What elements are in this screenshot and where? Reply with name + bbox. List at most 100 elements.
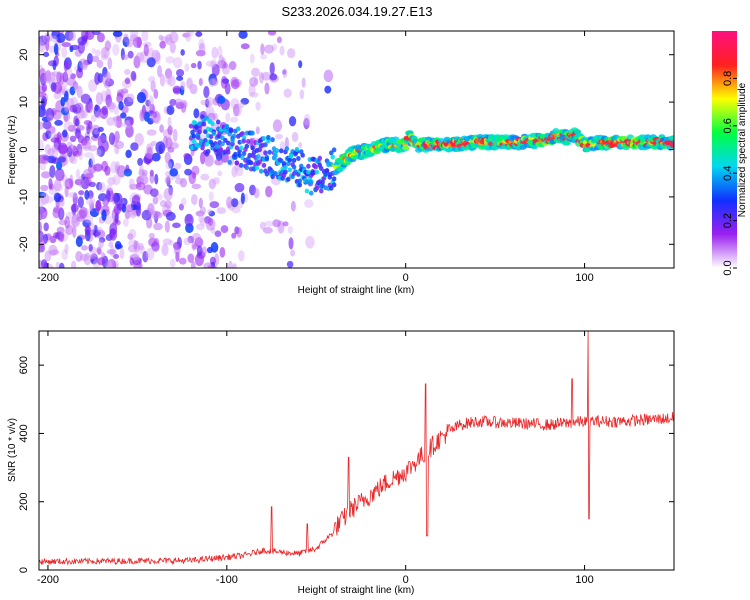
spectrogram-cell [133, 240, 140, 253]
spectrogram-cell [107, 258, 117, 268]
spectrogram-cell [330, 154, 335, 160]
spectrogram-cell [324, 168, 330, 174]
spectrogram-cell [95, 92, 104, 105]
spectrogram-cell [108, 102, 115, 113]
spectrogram-cell [83, 119, 92, 126]
spectrogram-cell [133, 240, 138, 250]
spectrogram-cell [56, 32, 66, 44]
spectrogram-cell [71, 260, 77, 268]
spectrogram-cell [64, 106, 70, 114]
spectrogram-cell [206, 96, 214, 107]
spectrogram-cell [48, 178, 53, 190]
spectrogram-cell [270, 137, 275, 143]
spectrogram-cell [153, 237, 160, 247]
spectrogram-cell [52, 59, 57, 71]
spectrogram-cell [236, 227, 243, 238]
spectrogram-cell [267, 149, 272, 155]
spectrogram-cell [217, 45, 223, 59]
spectrogram-cell [52, 82, 63, 94]
spectrogram-cell [104, 40, 112, 51]
spectrogram-cell [284, 137, 289, 150]
spectrogram-cell [73, 115, 79, 127]
spectrogram-cell [57, 156, 67, 163]
spectrogram-cell [112, 43, 120, 56]
spectrogram-cell [82, 145, 92, 152]
spectrogram-cell [39, 91, 47, 98]
spectrogram-cell [199, 217, 206, 227]
spectrogram-cell [133, 55, 141, 69]
spectrogram-cell [108, 241, 114, 248]
spectrogram-cell [63, 121, 74, 131]
spectrogram-cell [279, 45, 285, 56]
spectrogram-cell [43, 51, 50, 58]
spectrogram-cell [123, 120, 132, 129]
spectrogram-cell [291, 131, 299, 143]
spectrogram-cell [282, 221, 289, 227]
spectrogram-cell [238, 31, 248, 39]
spectrogram-cell [220, 141, 225, 147]
spectrogram-cell [190, 129, 195, 135]
spectrogram-cell [108, 132, 116, 145]
spectrogram-cell [236, 126, 241, 132]
spectrogram-cell [56, 226, 65, 234]
spectrogram-cell [176, 69, 185, 77]
spectrogram-cell [84, 215, 94, 224]
spectrogram-cell [287, 157, 293, 163]
spectrogram-cell [148, 232, 155, 239]
spectrogram-cell [225, 140, 231, 146]
spectrogram-cell [51, 156, 59, 164]
spectrogram-cell [154, 173, 159, 185]
spectrogram-cell [219, 247, 226, 258]
spectrogram-cell [174, 177, 184, 185]
spectrogram-cell [80, 109, 88, 119]
spectrogram-cell [39, 238, 46, 249]
spectrogram-cell [124, 77, 131, 85]
spectrogram-cell [88, 243, 93, 252]
spectrogram-cell [39, 206, 46, 220]
spectrogram-cell [168, 185, 173, 196]
spectrogram-cell [254, 165, 260, 171]
spectrogram-cell [262, 227, 273, 234]
spectrogram-cell [216, 207, 227, 214]
spectrogram-cells [39, 31, 674, 268]
spectrogram-cell [94, 72, 101, 85]
spectrogram-cell [232, 103, 240, 117]
spectrogram-cell [88, 254, 97, 260]
spectrogram-cell [241, 134, 247, 140]
snr-x-tick-label: -100 [216, 574, 238, 586]
spectrogram-cell [134, 132, 144, 146]
spectrogram-cell [115, 95, 122, 103]
spectrogram-cell [314, 185, 320, 191]
spectrogram-cell [83, 252, 92, 266]
spectrogram-cell [264, 220, 274, 227]
spectrogram-cell [214, 230, 222, 237]
spectrogram-cell [228, 260, 233, 268]
spectrogram-cell [196, 245, 203, 256]
spectrogram-cell [257, 159, 262, 165]
spectrogram-cell [231, 166, 238, 178]
spectrogram-cell [97, 126, 104, 133]
spectrogram-cell [288, 153, 294, 159]
spectrogram-cell [78, 58, 88, 69]
spectrogram-cell [54, 168, 65, 182]
spectrogram-cell [167, 116, 172, 127]
spectrogram-cell [126, 93, 135, 103]
spectrogram-image [39, 31, 674, 268]
spectrogram-cell [130, 142, 139, 151]
spectrogram-cell [193, 108, 200, 119]
spectrogram-cell [195, 223, 205, 231]
spectrogram-cell [251, 67, 260, 77]
spectrogram-cell [123, 33, 129, 43]
spectrogram-cell [76, 109, 86, 119]
spectrogram-cell [244, 165, 250, 171]
spectrogram-cell [150, 112, 159, 120]
spectrogram-y-tick-label: 0 [18, 146, 30, 152]
spectrogram-cell [52, 146, 59, 159]
spectrogram-cell [44, 34, 51, 43]
spectrogram-cell [81, 245, 88, 251]
spectrogram-cell [282, 68, 288, 79]
spectrogram-cell [113, 192, 123, 206]
spectrogram-cell [178, 203, 184, 211]
